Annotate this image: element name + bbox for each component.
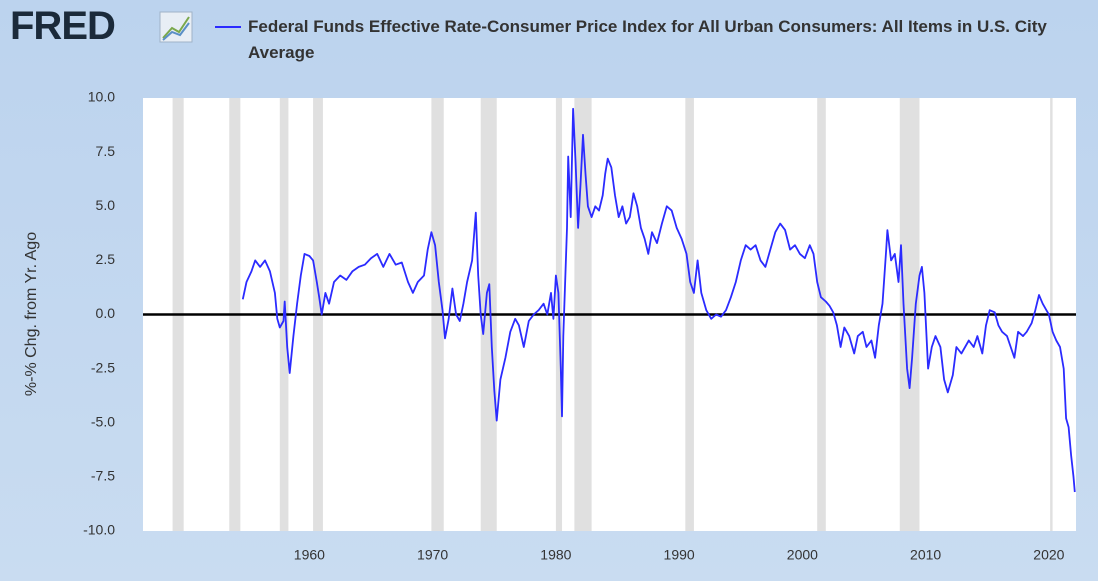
x-tick-label: 1990 [664,547,695,563]
y-tick-label: -7.5 [91,468,115,484]
y-tick-label: -10.0 [83,522,115,538]
logo: FRED [10,4,116,48]
x-tick-label: 1970 [417,547,448,563]
y-tick-label: -5.0 [91,413,115,429]
y-tick-label: 7.5 [96,143,116,159]
series-line [241,107,1076,493]
y-tick-label: 10.0 [88,89,115,105]
y-tick-label: 0.0 [96,305,116,321]
y-tick-label: -2.5 [91,359,115,375]
x-tick-label: 1960 [294,547,325,563]
logo-icon [159,11,193,43]
y-tick-label: 5.0 [96,197,116,213]
x-tick-label: 1980 [540,547,571,563]
x-tick-label: 2020 [1033,547,1064,563]
legend-label: Federal Funds Effective Rate-Consumer Pr… [248,17,1047,62]
y-tick-label: 2.5 [96,251,116,267]
x-tick-label: 2010 [910,547,941,563]
x-tick-label: 2000 [787,547,818,563]
y-axis-label: %-% Chg. from Yr. Ago [23,232,40,396]
